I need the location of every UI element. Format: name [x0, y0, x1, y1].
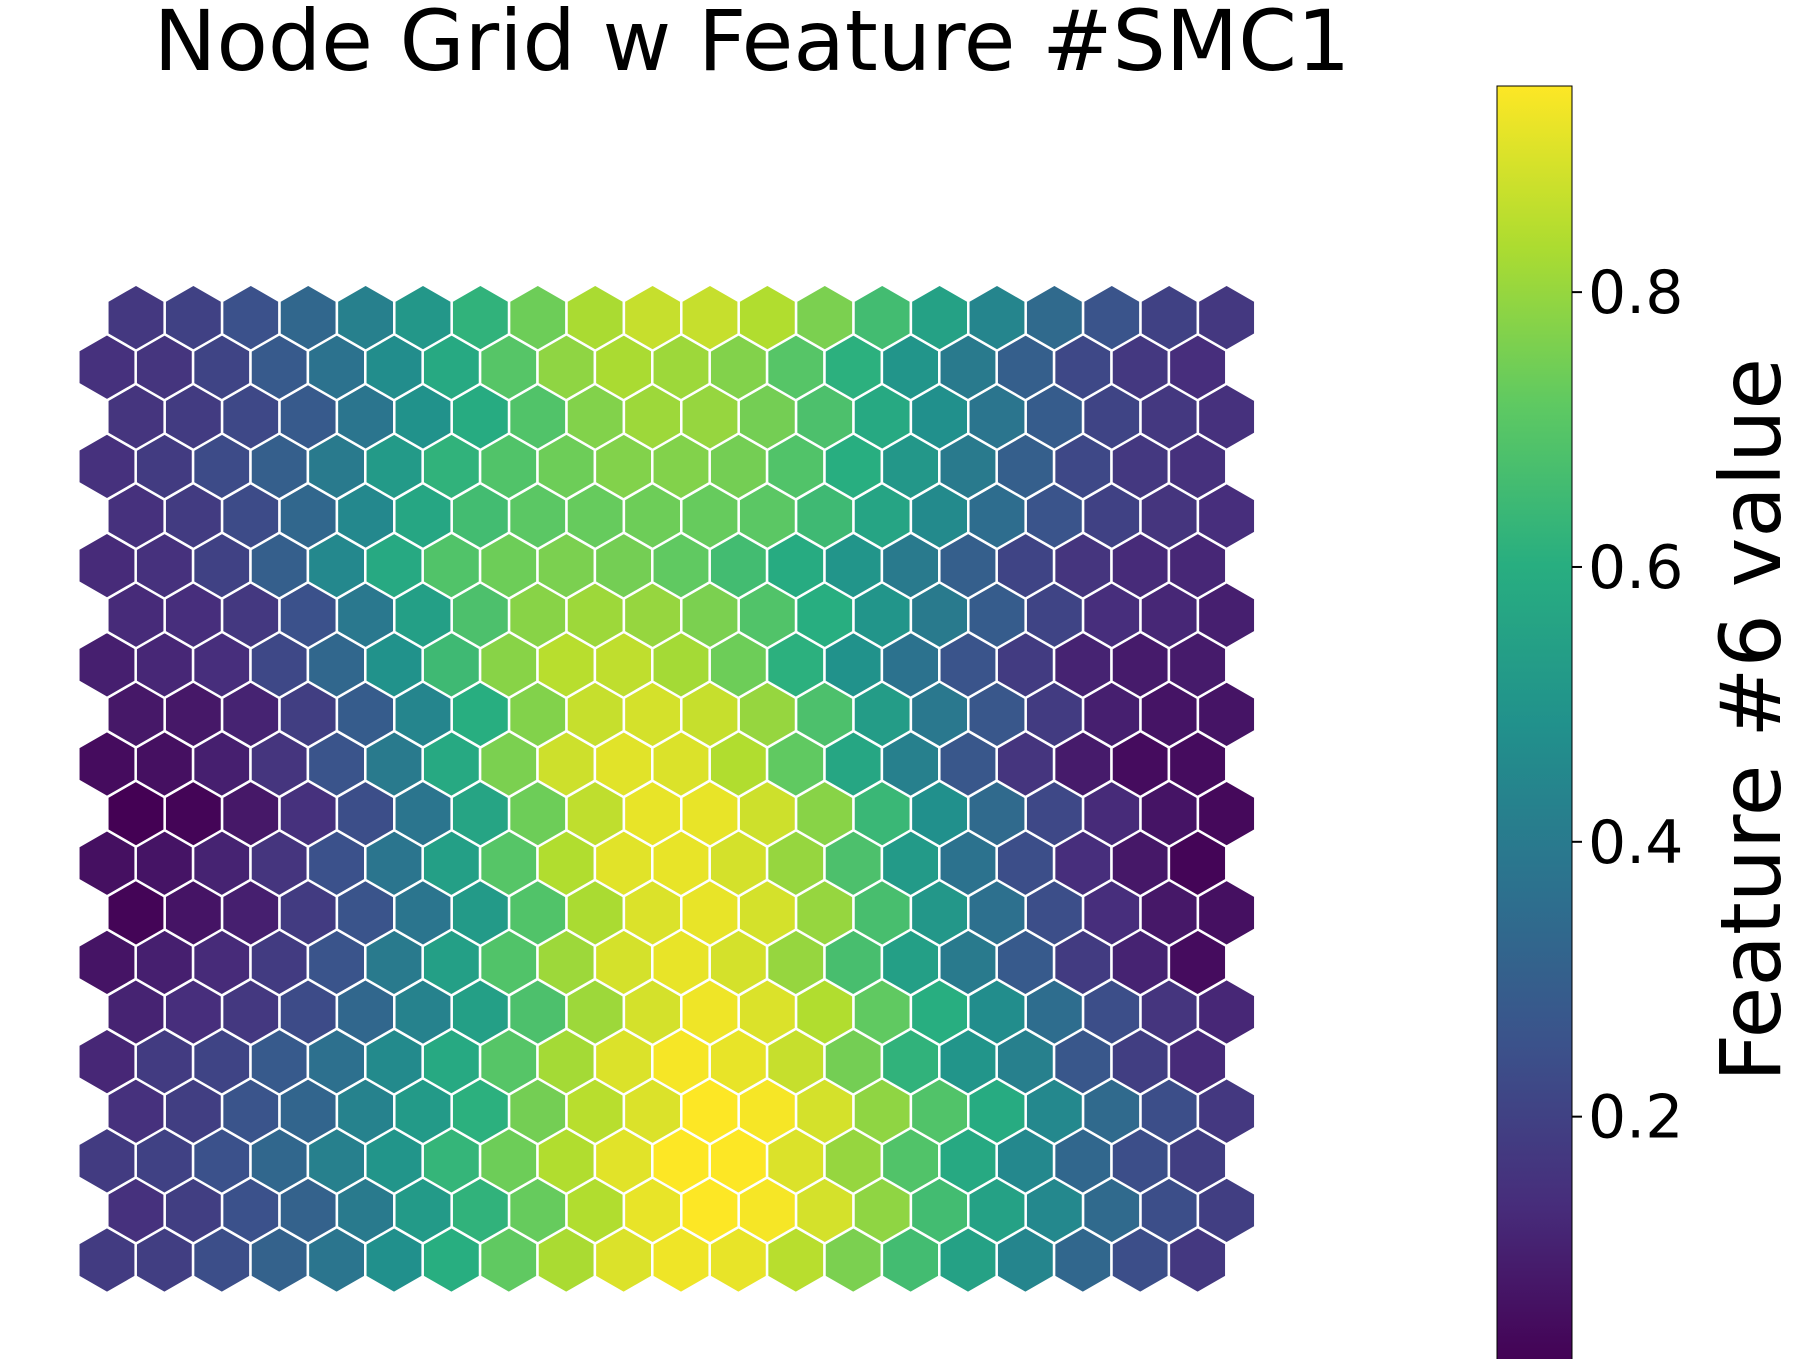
colorbar: [1496, 85, 1573, 1359]
colorbar-tick-label: 0.4: [1588, 808, 1683, 878]
chart-title: Node Grid w Feature #SMC1: [154, 0, 1351, 90]
hex-grid: [77, 283, 1257, 1295]
colorbar-tick-label: 0.2: [1588, 1083, 1683, 1153]
hex-cell: [1196, 283, 1257, 353]
colorbar-tick-label: 0.6: [1588, 533, 1683, 603]
colorbar-ticks: 0.2 0.4 0.6 0.8: [1572, 258, 1683, 1153]
colorbar-label: Feature #6 value: [1702, 358, 1794, 1082]
colorbar-tick-label: 0.8: [1588, 258, 1683, 328]
